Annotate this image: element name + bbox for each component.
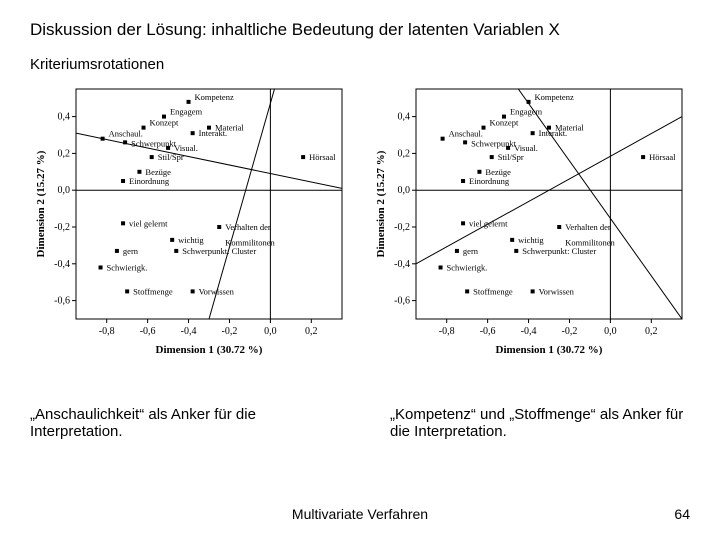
svg-text:Schwierigk.: Schwierigk. [107,262,148,272]
svg-text:Interakt.: Interakt. [199,128,228,138]
svg-text:Vorwissen: Vorwissen [539,286,575,296]
svg-text:-0,6: -0,6 [480,326,496,337]
page-title: Diskussion der Lösung: inhaltliche Bedeu… [30,20,690,40]
svg-text:0,2: 0,2 [398,148,411,159]
svg-text:viel gelernt: viel gelernt [469,218,508,228]
svg-text:Anschaul.: Anschaul. [449,129,483,139]
svg-text:-0,2: -0,2 [222,326,238,337]
svg-text:Kompetenz: Kompetenz [535,92,574,102]
svg-text:-0,4: -0,4 [521,326,537,337]
svg-text:Interakt.: Interakt. [539,128,568,138]
svg-text:0,2: 0,2 [645,326,658,337]
svg-text:gern: gern [463,246,479,256]
svg-text:Hörsaal: Hörsaal [309,152,336,162]
svg-text:Vorwissen: Vorwissen [199,286,235,296]
svg-text:wichtig: wichtig [518,235,544,245]
svg-text:Konzept: Konzept [150,118,179,128]
svg-text:Verhalten der: Verhalten der [565,222,611,232]
caption-left: „Anschaulichkeit“ als Anker für die Inte… [30,406,330,440]
svg-text:0,4: 0,4 [58,112,71,123]
svg-text:-0,2: -0,2 [394,222,410,233]
svg-text:Einordnung: Einordnung [129,176,170,186]
svg-text:-0,6: -0,6 [394,296,410,307]
svg-text:Stil/Spr: Stil/Spr [498,152,524,162]
svg-text:-0,4: -0,4 [181,326,197,337]
chart-left: -0,8 -0,6 -0,4 -0,2 0,0 0,2 -0,6 -0,4 -0,2 0,0 0,2… [30,81,350,366]
svg-text:0,2: 0,2 [305,326,318,337]
page-number: 64 [674,506,690,522]
svg-text:Dimension 2 (15.27 %): Dimension 2 (15.27 %) [375,150,387,257]
svg-text:Hörsaal: Hörsaal [649,152,676,162]
caption-row: „Anschaulichkeit“ als Anker für die Inte… [30,406,690,440]
svg-text:Stoffmenge: Stoffmenge [133,286,173,296]
svg-text:Dimension 1 (30.72 %): Dimension 1 (30.72 %) [156,344,263,356]
svg-text:Kompetenz: Kompetenz [195,92,234,102]
svg-text:Engagem: Engagem [510,107,542,117]
chart-right: -0,8 -0,6 -0,4 -0,2 0,0 0,2 -0,6 -0,4 -0,2 0,0 0,2… [370,81,690,366]
svg-text:0,0: 0,0 [264,326,277,337]
svg-text:-0,6: -0,6 [140,326,156,337]
svg-text:viel gelernt: viel gelernt [129,218,168,228]
svg-text:Stil/Spr: Stil/Spr [158,152,184,162]
svg-text:Dimension 2 (15.27 %): Dimension 2 (15.27 %) [35,150,47,257]
svg-text:Einordnung: Einordnung [469,176,510,186]
svg-text:Dimension 1 (30.72 %): Dimension 1 (30.72 %) [496,344,603,356]
svg-text:-0,2: -0,2 [562,326,578,337]
svg-text:-0,6: -0,6 [54,296,70,307]
svg-text:0,0: 0,0 [398,185,411,196]
svg-text:-0,2: -0,2 [54,222,70,233]
svg-text:0,0: 0,0 [58,185,71,196]
svg-text:Schwerpunkt: Cluster: Schwerpunkt: Cluster [182,246,256,256]
svg-text:Anschaul.: Anschaul. [109,129,143,139]
svg-text:-0,8: -0,8 [99,326,115,337]
footer-text: Multivariate Verfahren [0,506,720,522]
svg-text:-0,4: -0,4 [394,259,410,270]
svg-text:gern: gern [123,246,139,256]
svg-text:-0,8: -0,8 [439,326,455,337]
svg-text:0,0: 0,0 [604,326,617,337]
charts-row: -0,8 -0,6 -0,4 -0,2 0,0 0,2 -0,6 -0,4 -0,2 0,0 0,2… [30,81,690,366]
svg-text:Konzept: Konzept [490,118,519,128]
svg-text:wichtig: wichtig [178,235,204,245]
svg-text:0,4: 0,4 [398,112,411,123]
svg-text:Stoffmenge: Stoffmenge [473,286,513,296]
caption-right: „Kompetenz“ und „Stoffmenge“ als Anker f… [390,406,690,440]
svg-text:-0,4: -0,4 [54,259,70,270]
svg-text:Schwerpunkt: Cluster: Schwerpunkt: Cluster [522,246,596,256]
svg-text:Schwierigk.: Schwierigk. [447,262,488,272]
svg-text:0,2: 0,2 [58,148,71,159]
svg-text:Verhalten der: Verhalten der [225,222,271,232]
svg-text:Engagem: Engagem [170,107,202,117]
page-subtitle: Kriteriumsrotationen [30,56,690,73]
